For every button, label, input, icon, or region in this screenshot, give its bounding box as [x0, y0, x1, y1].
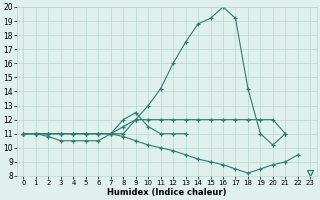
X-axis label: Humidex (Indice chaleur): Humidex (Indice chaleur): [107, 188, 227, 197]
